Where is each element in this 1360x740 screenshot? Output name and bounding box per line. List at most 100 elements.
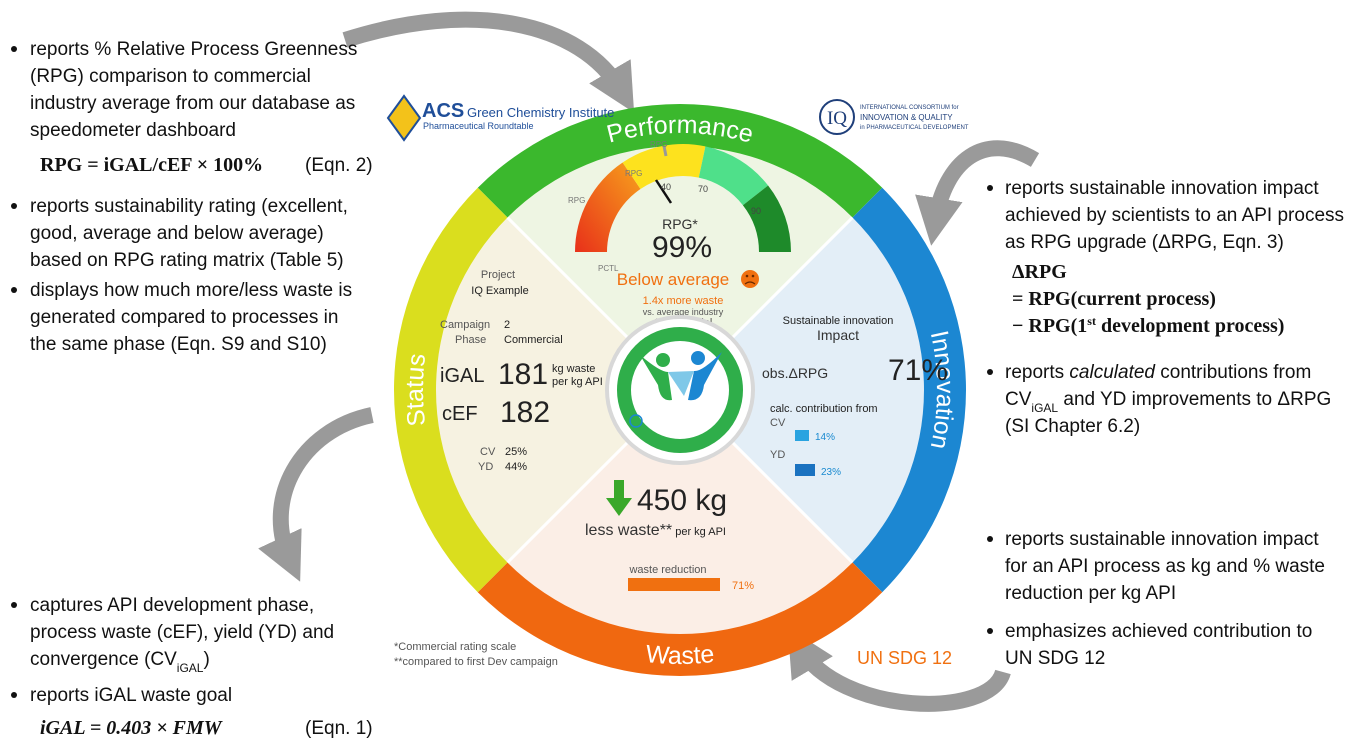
note-line: reports iGAL waste goal [30, 685, 232, 706]
gauge-needle [654, 179, 673, 204]
rating-face [741, 270, 759, 288]
reduction-label: waste reduction [628, 564, 706, 576]
logo-figure [688, 352, 722, 401]
note-line: (RPG) comparison to commercial [30, 66, 311, 87]
arrow [258, 407, 374, 582]
igal-label: iGAL [440, 365, 484, 387]
note-line: reports sustainable innovation impact [1005, 529, 1319, 550]
gauge-segment [698, 146, 769, 206]
contribution-bar [795, 464, 815, 476]
yd-label: YD [770, 449, 785, 461]
logo-head [656, 353, 670, 367]
note-line-part: contributions from [1155, 362, 1311, 383]
cef-label: cEF [442, 403, 478, 425]
innovation-title: Sustainable innovation [783, 315, 894, 327]
gauge-tick: 40 [661, 182, 671, 192]
contribution-bar [795, 430, 809, 441]
logo-figure [640, 355, 672, 401]
note-line: the same phase (Eqn. S9 and S10) [30, 334, 327, 355]
innovation-title: Impact [817, 327, 859, 343]
gauge-scale: PCTL [598, 264, 619, 273]
rating: Below average [617, 270, 729, 289]
diagram [258, 11, 1040, 712]
logo-head [691, 351, 705, 365]
campaign: 2 [504, 319, 510, 331]
gauge-segment [575, 162, 641, 252]
ring-segment [852, 187, 966, 593]
footnote: *Commercial rating scale [394, 641, 516, 653]
bullet [987, 185, 993, 191]
arrow [342, 11, 635, 113]
bullet [11, 203, 17, 209]
note-line: industry average from our database as [30, 93, 355, 114]
iq-text: INTERNATIONAL CONSORTIUM for [860, 105, 959, 111]
arrow [915, 140, 1040, 246]
quadrant [506, 390, 854, 636]
cef: 182 [500, 396, 550, 429]
note-line-part: iGAL [177, 661, 204, 675]
note-line-part: ) [203, 649, 209, 670]
logo-text: iGAL 2.0 [666, 413, 715, 427]
note-line: convergence (CViGAL) [30, 649, 210, 675]
project: IQ Example [471, 285, 528, 297]
acs-name: ACS [422, 100, 464, 122]
delta: 71% [888, 354, 948, 387]
note-line: (SI Chapter 6.2) [1005, 416, 1140, 437]
gauge-label: RPG [650, 140, 667, 149]
bullet [987, 369, 993, 375]
bullet [987, 536, 993, 542]
rating-mouth [744, 281, 756, 285]
rpg-value: 99% [652, 231, 712, 264]
note-line: as RPG upgrade (ΔRPG, Eqn. 3) [1005, 232, 1284, 253]
note-line: process waste (cEF), yield (YD) and [30, 622, 334, 643]
cv-label: CV [480, 446, 496, 458]
note-line: UN SDG 12 [1005, 648, 1105, 669]
note-line: speedometer dashboard [30, 120, 236, 141]
equation-ref: (Eqn. 1) [305, 718, 373, 739]
yd-label: YD [478, 461, 493, 473]
bullet [11, 692, 17, 698]
gauge-label: RPG [568, 196, 585, 205]
gauge-marker [662, 145, 668, 157]
sdg-label: UN SDG 12 [857, 648, 952, 668]
note-line: achieved by scientists to an API process [1005, 205, 1344, 226]
logo-ring [617, 327, 743, 453]
arrow [787, 627, 1011, 712]
equation: ΔRPG [1012, 261, 1067, 283]
ring-label: Waste [645, 640, 716, 670]
arrow-shaft [614, 480, 624, 500]
note-line: reports calculated contributions from [1005, 362, 1311, 383]
waste-label-part: less waste** [585, 522, 672, 539]
reduction-bar [628, 578, 720, 591]
delta-label: obs.ΔRPG [762, 365, 828, 381]
ring-label: Status [401, 352, 431, 428]
iq-logo [819, 99, 855, 135]
note-line-part: CV [1005, 389, 1032, 410]
acs-tagline: Pharmaceutical Roundtable [423, 121, 534, 131]
waste-label-part: per kg API [672, 526, 726, 538]
note-line: reports sustainable innovation impact [1005, 178, 1319, 199]
note-line: displays how much more/less waste is [30, 280, 352, 301]
yd: 44% [505, 461, 527, 473]
yd: 23% [821, 467, 841, 478]
bullet [11, 287, 17, 293]
note-line-part: convergence (CV [30, 649, 177, 670]
note-line-part: and YD improvements to ΔRPG [1058, 389, 1331, 410]
equation: = RPG(current process) [1012, 288, 1216, 310]
note-line: reduction per kg API [1005, 583, 1176, 604]
acs-logo [386, 94, 422, 142]
note-line: based on RPG rating matrix (Table 5) [30, 250, 344, 271]
note-line: for an API process as kg and % waste [1005, 556, 1325, 577]
igal-unit: per kg API [552, 376, 603, 388]
iq-mark: IQ [827, 108, 847, 129]
equation-part: st [1087, 314, 1096, 328]
note-line: reports sustainability rating (excellent… [30, 196, 348, 217]
note-line: CViGAL and YD improvements to ΔRPG [1005, 389, 1331, 415]
note-line-part: calculated [1069, 362, 1156, 383]
iq-text: INNOVATION & QUALITY [860, 113, 953, 122]
rpg-metric: RPG* [662, 216, 698, 232]
comparison: 1.4x more waste [643, 295, 724, 307]
logo-figure [668, 371, 694, 396]
note-line: reports % Relative Process Greenness [30, 39, 357, 60]
note-line: generated compared to processes in [30, 307, 338, 328]
